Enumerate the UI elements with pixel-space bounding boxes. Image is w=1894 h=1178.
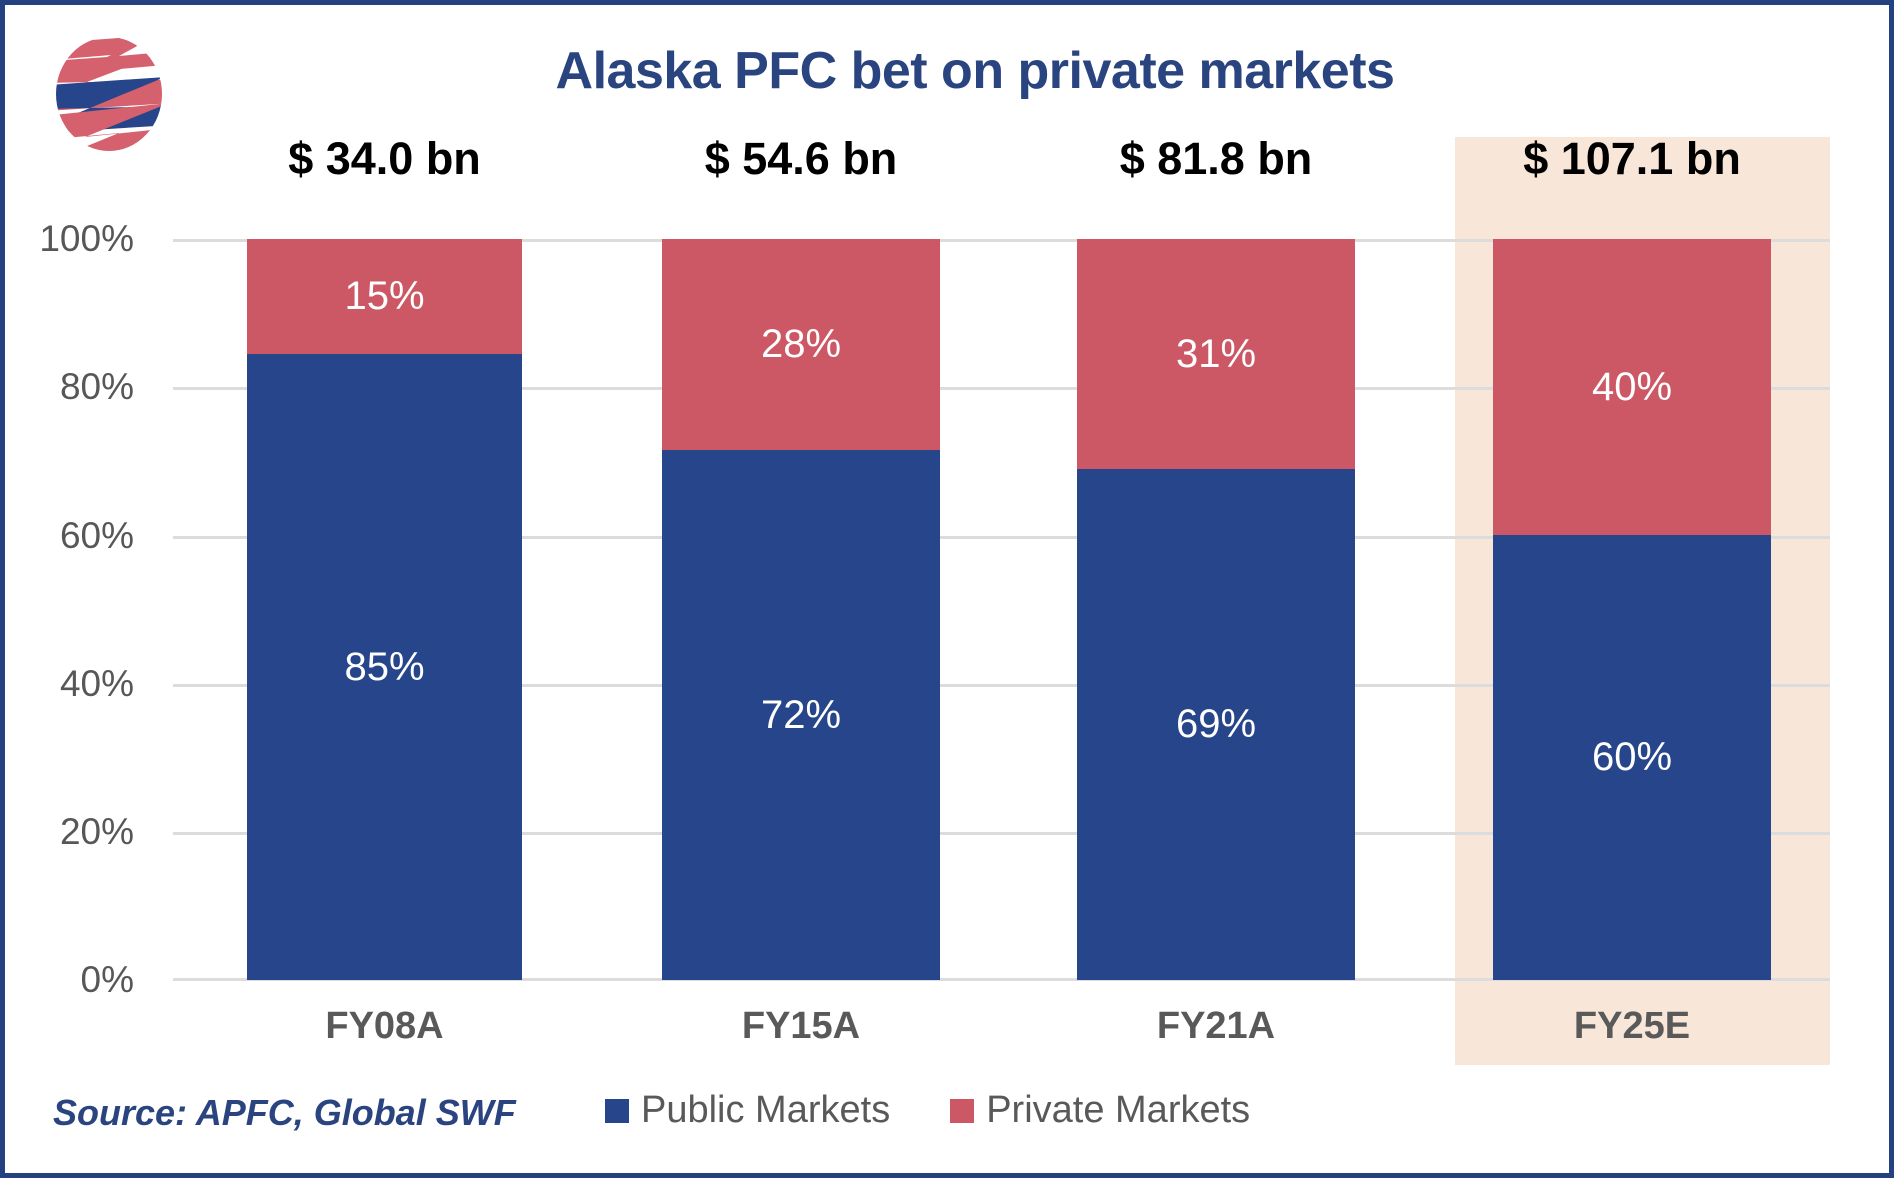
chart-legend: Public Markets Private Markets — [605, 1089, 1250, 1132]
gridline-20 — [173, 832, 1830, 835]
bar-segment-public-fy25e[interactable]: 60% — [1493, 535, 1771, 980]
bar-segment-private-fy21a[interactable]: 31% — [1077, 239, 1355, 469]
source-note: Source: APFC, Global SWF — [53, 1092, 516, 1133]
ytick-label-20: 20% — [59, 811, 134, 852]
total-label-0: $ 34.0 bn — [288, 133, 481, 184]
bar-segment-public-fy15a[interactable]: 72% — [662, 450, 940, 980]
bar-value-private-fy25e: 40% — [1591, 364, 1673, 409]
bar-value-private-fy21a: 31% — [1175, 331, 1257, 376]
legend-swatch-private-icon — [950, 1098, 975, 1123]
gridline-100 — [173, 239, 1830, 242]
bar-segment-private-fy25e[interactable]: 40% — [1493, 239, 1771, 535]
bar-group-fy25e[interactable]: 40% 60% — [1493, 239, 1771, 980]
bar-value-private-fy08a: 15% — [344, 274, 425, 318]
legend-swatch-public-icon — [605, 1098, 629, 1123]
legend-item-private-markets[interactable]: Private Markets — [950, 1089, 1250, 1132]
category-label-fy25e: FY25E — [1573, 1005, 1691, 1047]
category-label-fy08a: FY08A — [325, 1005, 444, 1047]
global-swf-globe-logo — [45, 33, 173, 155]
gridline-80 — [173, 387, 1830, 390]
bar-value-public-fy15a: 72% — [760, 692, 842, 737]
ytick-label-40: 40% — [59, 663, 134, 704]
total-label-1: $ 54.6 bn — [704, 133, 898, 184]
category-label-fy21a: FY21A — [1156, 1005, 1276, 1047]
bar-value-private-fy15a: 28% — [760, 322, 842, 366]
bar-segment-public-fy08a[interactable]: 85% — [247, 354, 522, 980]
ytick-label-100: 100% — [39, 218, 134, 259]
bar-group-fy15a[interactable]: 28% 72% — [662, 239, 940, 980]
bar-value-public-fy25e: 60% — [1591, 735, 1673, 779]
bar-segment-public-fy21a[interactable]: 69% — [1077, 469, 1355, 980]
bar-value-public-fy08a: 85% — [344, 644, 425, 689]
bar-value-public-fy21a: 69% — [1175, 702, 1257, 746]
gridline-0 — [173, 978, 1830, 981]
total-label-2: $ 81.8 bn — [1119, 133, 1313, 184]
bar-segment-private-fy08a[interactable]: 15% — [247, 239, 522, 354]
bar-segment-private-fy15a[interactable]: 28% — [662, 239, 940, 450]
total-label-3: $ 107.1 bn — [1523, 133, 1741, 184]
ytick-label-60: 60% — [59, 515, 134, 556]
legend-label-public: Public Markets — [641, 1089, 891, 1131]
gridline-60 — [173, 536, 1830, 539]
bar-group-fy08a[interactable]: 15% 85% — [247, 239, 522, 980]
plot-area: 15% 85% 28% 72% 31% 69% — [173, 239, 1830, 981]
ytick-label-0: 0% — [80, 959, 134, 1000]
legend-label-private: Private Markets — [986, 1089, 1251, 1131]
bar-group-fy21a[interactable]: 31% 69% — [1077, 239, 1355, 980]
gridline-40 — [173, 684, 1830, 687]
page-title: Alaska PFC bet on private markets — [555, 42, 1395, 100]
legend-item-public-markets[interactable]: Public Markets — [605, 1089, 890, 1132]
category-label-fy15a: FY15A — [741, 1005, 861, 1047]
ytick-label-80: 80% — [59, 366, 134, 407]
